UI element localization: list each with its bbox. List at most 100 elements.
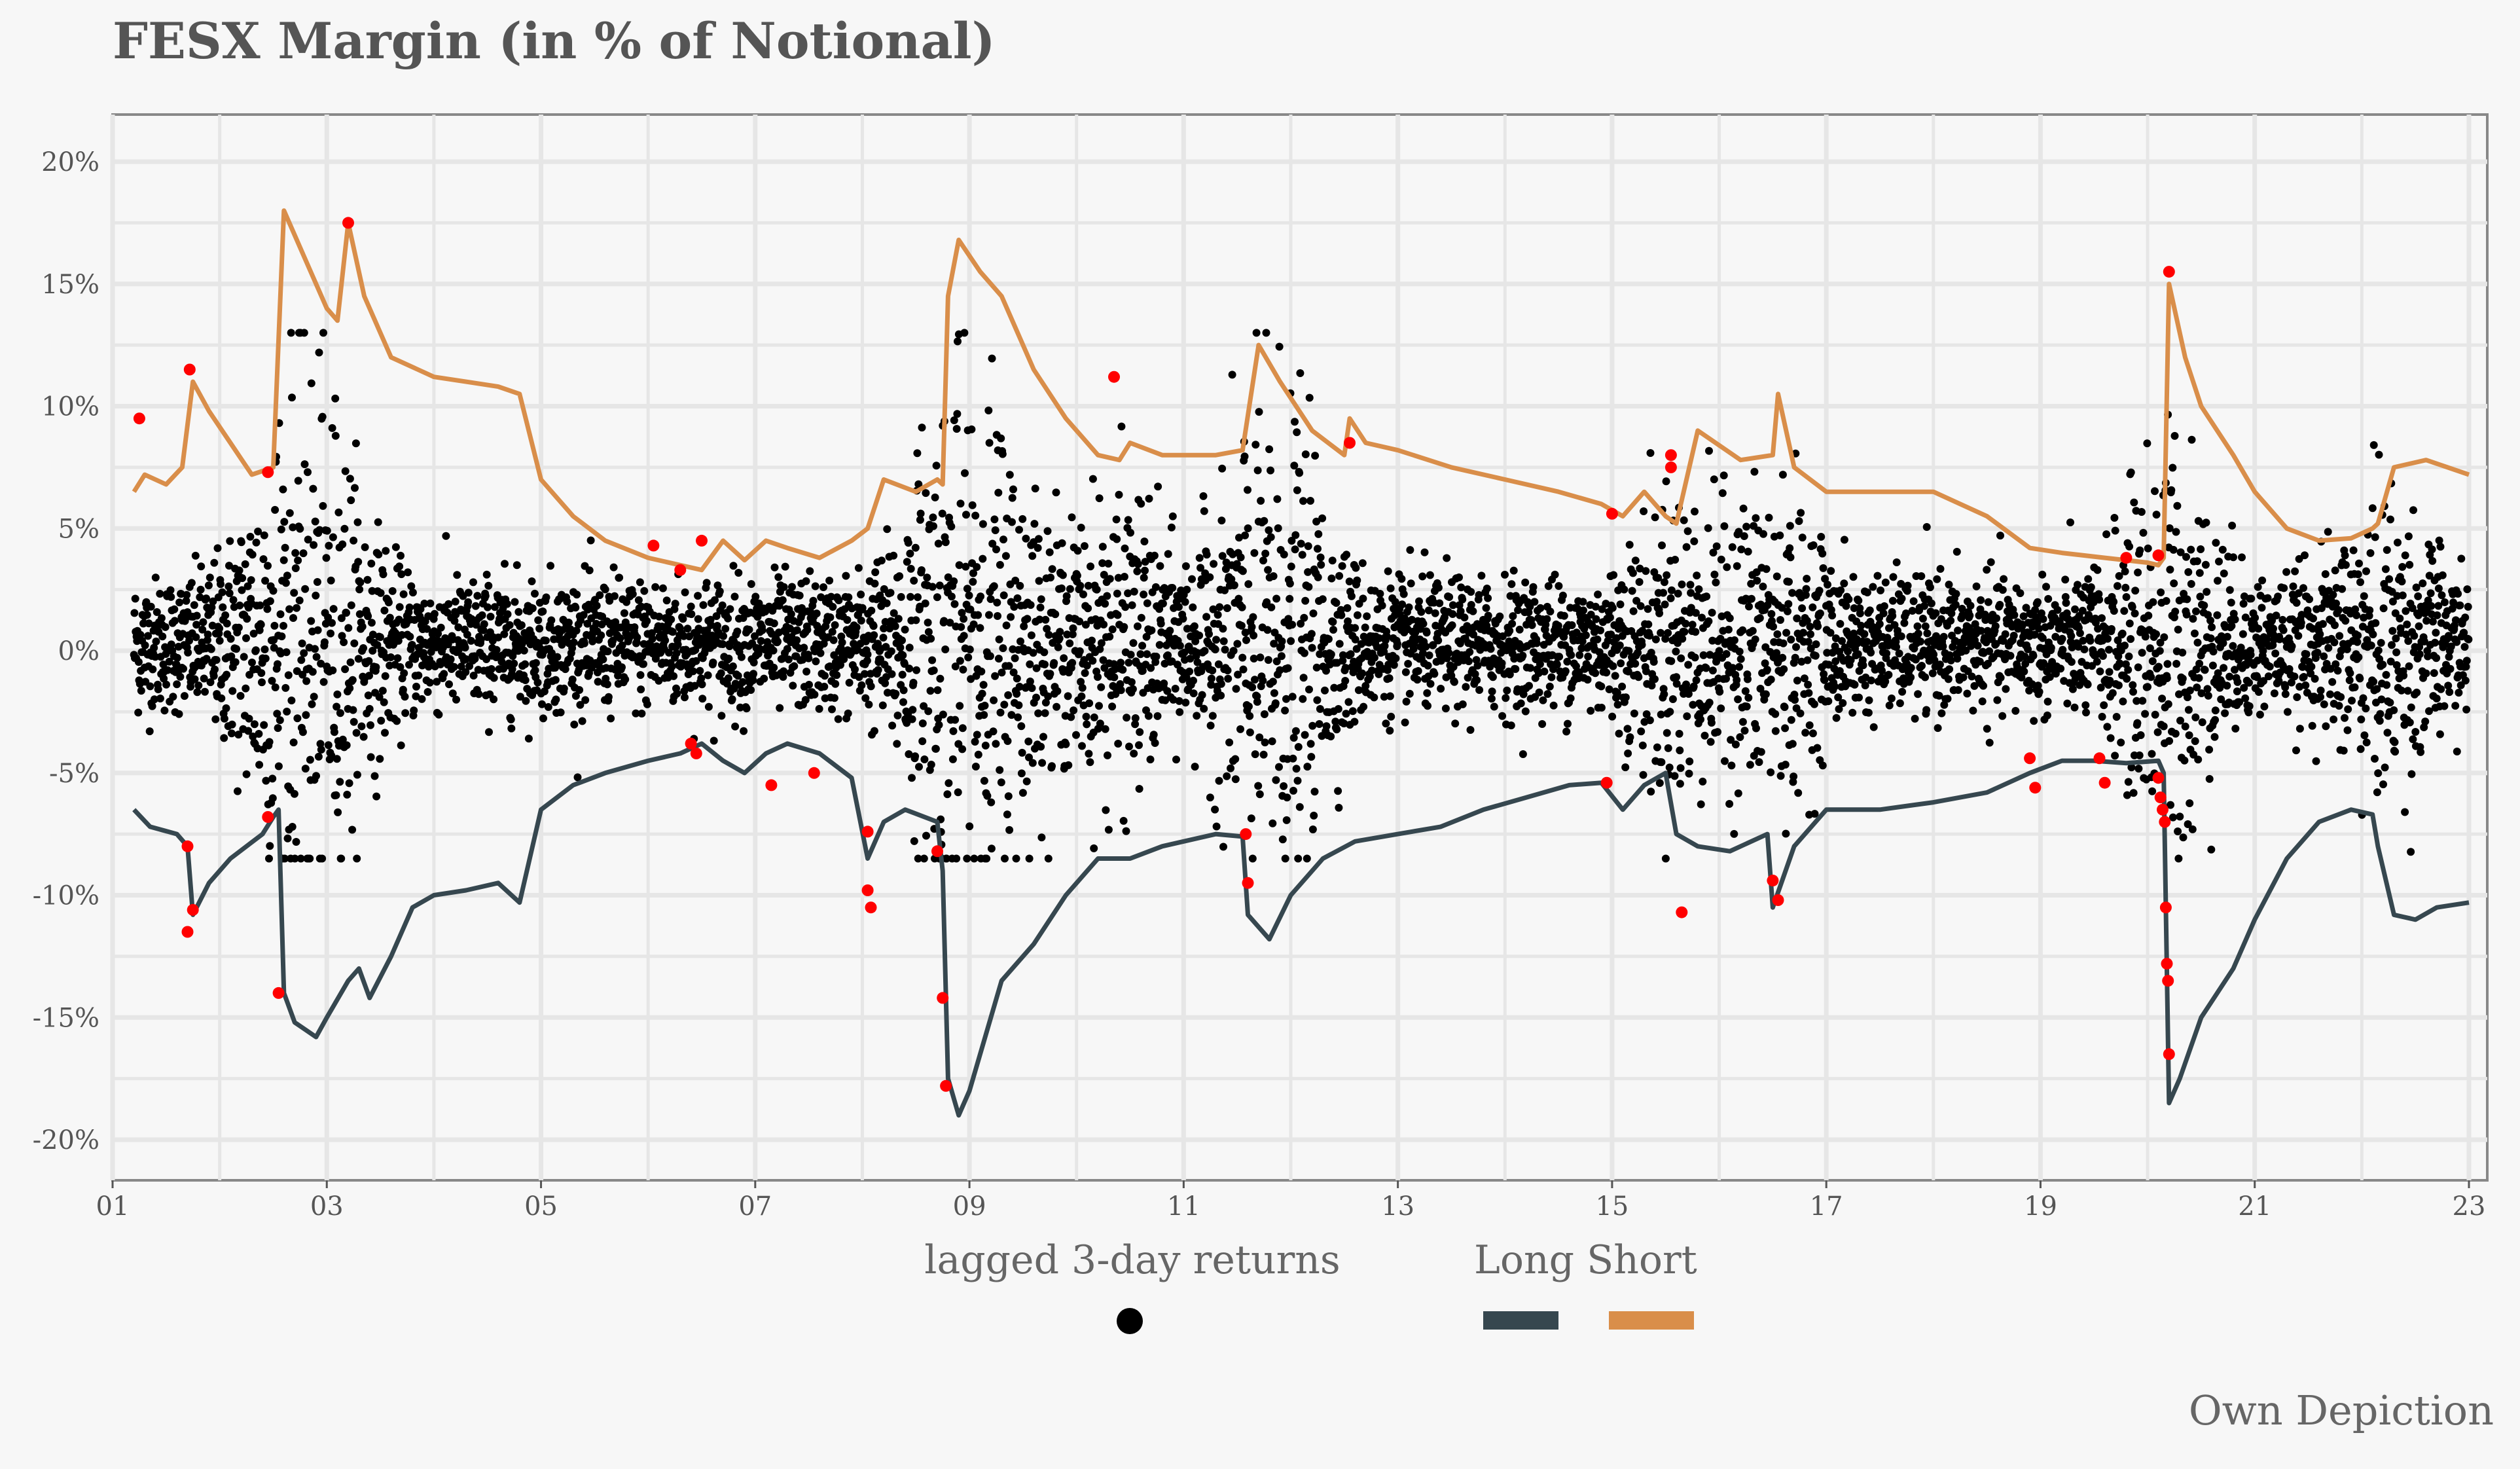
return-point xyxy=(206,573,214,582)
return-point xyxy=(1719,471,1728,480)
return-point xyxy=(353,518,362,526)
return-point xyxy=(1621,693,1630,702)
return-point xyxy=(648,629,656,638)
return-point xyxy=(572,626,581,635)
return-point xyxy=(1682,619,1690,628)
return-point xyxy=(2172,528,2180,536)
return-point xyxy=(986,652,994,661)
return-point xyxy=(364,612,372,621)
return-point xyxy=(1519,750,1527,758)
return-point xyxy=(1017,769,1026,778)
return-point xyxy=(372,792,381,801)
return-point xyxy=(312,591,320,600)
return-point xyxy=(354,655,363,663)
return-point xyxy=(923,573,931,582)
return-point xyxy=(958,609,966,617)
return-point xyxy=(1298,551,1306,559)
return-point xyxy=(464,589,473,597)
return-point xyxy=(1976,605,1985,613)
return-point xyxy=(854,564,863,572)
return-point xyxy=(296,524,304,533)
return-point xyxy=(1539,696,1547,704)
return-point xyxy=(1026,601,1035,609)
return-point xyxy=(995,635,1003,644)
return-point xyxy=(2112,713,2121,721)
return-point xyxy=(1205,630,1213,638)
return-point xyxy=(1112,515,1121,524)
return-point xyxy=(941,538,950,547)
return-point xyxy=(1723,563,1731,571)
return-point xyxy=(1854,650,1862,659)
return-point xyxy=(798,604,806,612)
return-point xyxy=(1310,788,1319,796)
return-point xyxy=(1712,578,1720,587)
return-point xyxy=(1455,601,1464,609)
return-point xyxy=(194,681,203,690)
return-point xyxy=(1096,719,1104,728)
return-point xyxy=(969,577,977,586)
return-point xyxy=(1816,609,1824,617)
return-point xyxy=(1983,566,1991,574)
return-point xyxy=(1424,672,1433,681)
return-point xyxy=(1301,450,1310,458)
return-point xyxy=(374,551,383,558)
return-point xyxy=(1289,754,1297,763)
return-point xyxy=(1597,682,1606,691)
return-point xyxy=(2078,606,2087,615)
return-point xyxy=(1611,672,1619,680)
return-point xyxy=(228,720,236,729)
return-point xyxy=(2153,728,2162,736)
return-point xyxy=(2217,695,2225,704)
return-point xyxy=(2122,593,2131,601)
return-point xyxy=(964,653,973,662)
return-point xyxy=(1803,575,1811,583)
return-point xyxy=(1015,526,1023,534)
return-point xyxy=(207,645,215,653)
return-point xyxy=(1761,659,1769,668)
return-point xyxy=(2118,629,2127,638)
return-point xyxy=(298,728,307,736)
return-point xyxy=(276,716,284,725)
return-point xyxy=(1096,645,1104,653)
return-point xyxy=(1189,689,1198,698)
return-point xyxy=(2178,674,2187,683)
return-point xyxy=(1521,707,1530,716)
return-point xyxy=(1992,614,2001,623)
return-point xyxy=(697,674,706,683)
return-point xyxy=(671,600,679,608)
return-point xyxy=(1248,683,1257,691)
return-point xyxy=(259,555,268,564)
return-point xyxy=(357,722,366,731)
return-point xyxy=(651,583,660,591)
return-point xyxy=(1062,740,1070,748)
return-point xyxy=(297,854,305,863)
return-point xyxy=(197,562,206,571)
return-point xyxy=(302,677,311,685)
return-point xyxy=(579,611,588,619)
return-point xyxy=(2166,566,2174,574)
return-point xyxy=(1086,758,1094,767)
return-point xyxy=(2206,634,2215,643)
return-point xyxy=(774,638,782,645)
return-point xyxy=(1462,683,1470,691)
return-point xyxy=(1124,589,1132,598)
return-point xyxy=(226,537,234,545)
return-point xyxy=(2000,575,2008,583)
return-point xyxy=(1406,546,1414,554)
return-point xyxy=(1263,598,1271,606)
return-point xyxy=(1678,580,1686,589)
return-point xyxy=(1294,854,1303,863)
return-point xyxy=(1267,533,1275,541)
return-point xyxy=(1294,743,1303,751)
return-point xyxy=(1625,541,1634,549)
return-point xyxy=(1041,615,1050,624)
return-point xyxy=(379,570,387,579)
return-point xyxy=(2117,738,2125,747)
return-point xyxy=(638,710,646,717)
return-point xyxy=(911,543,920,552)
return-point xyxy=(266,842,274,850)
return-point xyxy=(260,531,268,539)
return-point xyxy=(2223,681,2231,690)
return-point xyxy=(351,439,360,448)
return-point xyxy=(1085,750,1093,758)
